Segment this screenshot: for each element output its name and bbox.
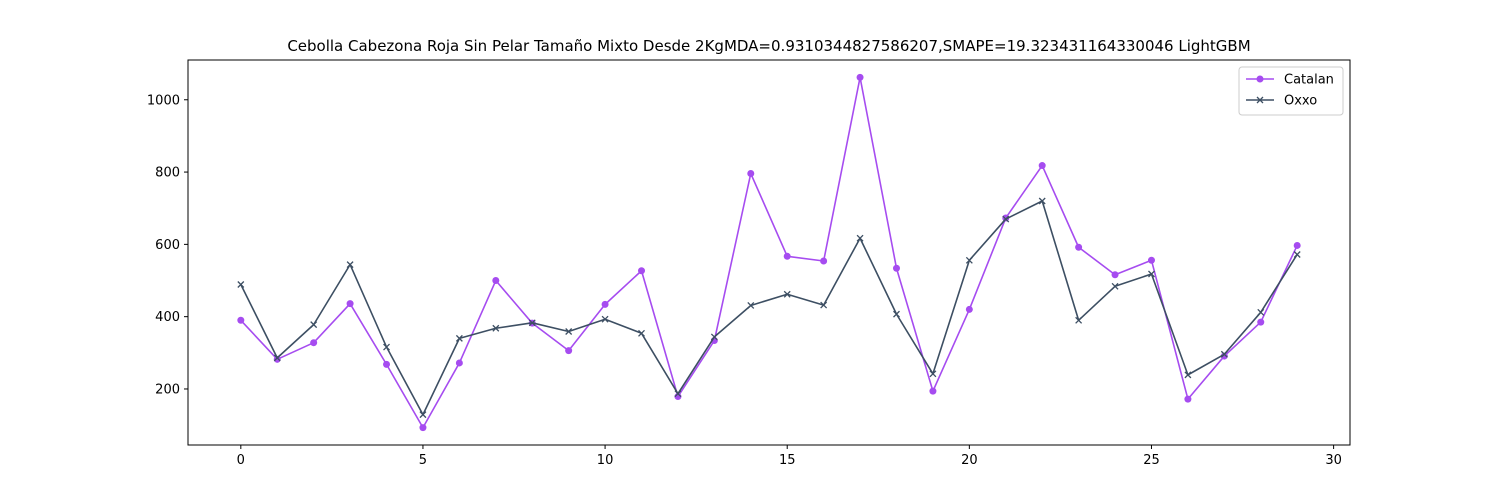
catalan-point <box>346 300 354 308</box>
x-tick-label: 10 <box>597 453 614 468</box>
oxxo-point <box>1111 282 1119 290</box>
oxxo-point <box>1002 215 1010 223</box>
legend-label-oxxo: Oxxo <box>1284 94 1317 109</box>
legend-marker-oxxo <box>1256 96 1264 104</box>
x-tick-label: 25 <box>1143 453 1160 468</box>
catalan-point <box>892 264 900 272</box>
oxxo-point <box>1038 197 1046 205</box>
series-catalan <box>237 73 1301 432</box>
catalan-point <box>747 170 755 178</box>
catalan-point <box>1038 162 1046 170</box>
oxxo-point <box>1148 270 1155 278</box>
catalan-line <box>240 76 1298 429</box>
oxxo-point <box>929 370 937 378</box>
oxxo-point <box>893 310 900 318</box>
catalan-point <box>455 359 463 367</box>
y-tick-label: 600 <box>155 238 180 253</box>
x-tick-label: 30 <box>1325 453 1342 468</box>
x-tick-label: 15 <box>779 453 796 468</box>
x-tick-label: 20 <box>961 453 978 468</box>
oxxo-point <box>783 290 791 298</box>
oxxo-point <box>273 354 281 362</box>
catalan-point <box>273 355 281 363</box>
chart-title: Cebolla Cabezona Roja Sin Pelar Tamaño M… <box>287 37 1250 55</box>
oxxo-point <box>492 324 500 332</box>
oxxo-point <box>601 315 609 323</box>
oxxo-point <box>965 256 973 264</box>
y-tick-label: 800 <box>155 166 180 181</box>
catalan-point <box>929 387 937 395</box>
catalan-point <box>1293 241 1301 249</box>
catalan-point <box>1257 318 1265 326</box>
catalan-point <box>1184 395 1192 403</box>
catalan-point <box>1220 352 1228 360</box>
oxxo-point <box>528 319 536 327</box>
catalan-point <box>965 305 973 313</box>
catalan-point <box>419 424 427 432</box>
oxxo-point <box>565 328 573 335</box>
series-oxxo <box>237 197 1301 419</box>
catalan-point <box>1147 256 1155 264</box>
catalan-point <box>237 316 245 324</box>
y-tick-label: 200 <box>155 382 180 397</box>
oxxo-point <box>346 261 354 269</box>
catalan-point <box>783 252 791 260</box>
oxxo-point <box>710 333 718 341</box>
oxxo-point <box>1075 316 1083 324</box>
plot-frame <box>187 59 1351 446</box>
catalan-point <box>820 257 828 265</box>
oxxo-point <box>237 281 245 288</box>
catalan-point <box>856 73 864 81</box>
x-tick-label: 0 <box>237 453 245 468</box>
oxxo-point <box>820 301 828 309</box>
legend-label-catalan: Catalan <box>1284 73 1334 88</box>
y-tick-label: 400 <box>155 310 180 325</box>
plot-area <box>188 60 1350 445</box>
catalan-point <box>1111 271 1119 279</box>
oxxo-point <box>1220 350 1228 358</box>
series-lines <box>237 73 1301 432</box>
oxxo-point <box>310 321 318 329</box>
x-tick-label: 5 <box>419 453 427 468</box>
oxxo-point <box>1184 371 1192 379</box>
oxxo-point <box>747 302 755 309</box>
legend-marker-catalan <box>1256 75 1264 83</box>
oxxo-point <box>1257 308 1265 316</box>
legend: Catalan Oxxo <box>1238 66 1344 116</box>
oxxo-point <box>856 234 864 242</box>
catalan-point <box>638 267 646 275</box>
oxxo-point <box>383 343 390 351</box>
catalan-point <box>383 360 391 368</box>
y-tick-label: 1000 <box>147 93 180 108</box>
catalan-point <box>1002 214 1010 222</box>
catalan-point <box>1075 243 1083 251</box>
oxxo-point <box>638 329 645 337</box>
oxxo-line <box>240 200 1298 416</box>
catalan-point <box>601 300 609 308</box>
oxxo-point <box>674 390 682 398</box>
catalan-point <box>310 339 318 347</box>
oxxo-point <box>419 411 427 419</box>
oxxo-point <box>1293 251 1301 258</box>
oxxo-point <box>455 334 463 342</box>
catalan-point <box>565 347 573 355</box>
catalan-point <box>492 277 500 285</box>
axes: 0 5 10 15 20 25 30 200 400 600 800 1000 <box>147 93 1342 468</box>
